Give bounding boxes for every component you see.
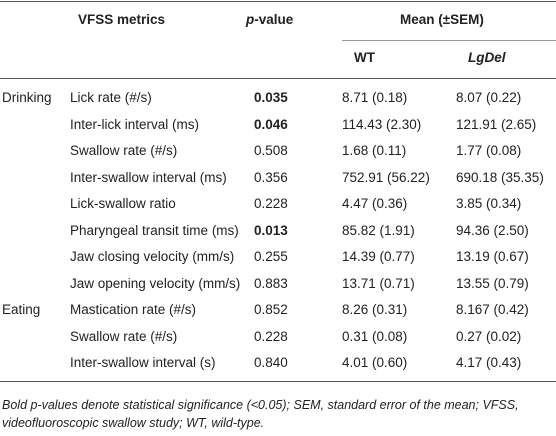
- wt-value: 0.31 (0.08): [342, 328, 408, 344]
- metric: Swallow rate (#/s): [70, 143, 178, 158]
- p-value: 0.228: [254, 196, 288, 211]
- header-lgdel: LgDel: [468, 50, 506, 65]
- lgdel-value: 0.27 (0.02): [456, 328, 522, 344]
- header-rule: [0, 78, 556, 79]
- metric: Lick-swallow ratio: [70, 196, 176, 211]
- metric: Swallow rate (#/s): [70, 328, 178, 344]
- p-value: 0.508: [254, 143, 288, 158]
- lgdel-value: 13.55 (0.79): [456, 275, 529, 291]
- p-value: 0.255: [254, 249, 288, 264]
- p-value: 0.840: [254, 355, 288, 370]
- group-label: Eating: [2, 302, 41, 317]
- lgdel-value: 4.17 (0.43): [456, 355, 522, 370]
- header-p-value: p-value: [246, 12, 294, 27]
- lgdel-value: 94.36 (2.50): [456, 222, 529, 238]
- wt-value: 1.68 (0.11): [342, 143, 407, 158]
- wt-value: 4.01 (0.60): [342, 355, 408, 370]
- lgdel-value: 1.77 (0.08): [456, 143, 522, 158]
- lgdel-value: 8.07 (0.22): [456, 90, 522, 105]
- metric: Pharyngeal transit time (ms): [70, 222, 239, 238]
- metric: Inter-swallow interval (s): [70, 355, 216, 370]
- header-mean: Mean (±SEM): [400, 12, 484, 27]
- metric: Jaw closing velocity (mm/s): [70, 249, 235, 264]
- wt-value: 114.43 (2.30): [342, 116, 422, 132]
- metric: Lick rate (#/s): [70, 90, 152, 105]
- lgdel-value: 13.19 (0.67): [456, 249, 529, 264]
- lgdel-value: 8.167 (0.42): [456, 302, 529, 317]
- wt-value: 8.26 (0.31): [342, 302, 408, 317]
- wt-value: 752.91 (56.22): [342, 169, 430, 185]
- p-value: 0.356: [254, 169, 288, 185]
- group-label: Drinking: [2, 90, 52, 105]
- p-value: 0.013: [254, 222, 288, 238]
- metric: Jaw opening velocity (mm/s): [70, 275, 241, 291]
- p-value: 0.228: [254, 328, 288, 344]
- p-value: 0.046: [254, 116, 288, 132]
- header-wt: WT: [354, 50, 375, 65]
- wt-value: 4.47 (0.36): [342, 196, 408, 211]
- wt-value: 85.82 (1.91): [342, 222, 415, 238]
- header-metrics: VFSS metrics: [78, 12, 166, 27]
- p-value: 0.035: [254, 90, 288, 105]
- mean-rule: [342, 40, 556, 41]
- wt-value: 13.71 (0.71): [342, 275, 415, 291]
- p-value: 0.883: [254, 275, 288, 291]
- lgdel-value: 3.85 (0.34): [456, 196, 522, 211]
- footnote: Bold p-values denote statistical signifi…: [2, 398, 519, 430]
- lgdel-value: 121.91 (2.65): [456, 116, 537, 132]
- lgdel-value: 690.18 (35.35): [456, 169, 544, 185]
- bottom-rule: [0, 381, 556, 382]
- wt-value: 14.39 (0.77): [342, 249, 415, 264]
- top-rule: [0, 1, 556, 2]
- metric: Inter-swallow interval (ms): [70, 169, 227, 185]
- wt-value: 8.71 (0.18): [342, 90, 408, 105]
- metric: Inter-lick interval (ms): [70, 116, 200, 132]
- metric: Mastication rate (#/s): [70, 302, 197, 317]
- p-value: 0.852: [254, 302, 288, 317]
